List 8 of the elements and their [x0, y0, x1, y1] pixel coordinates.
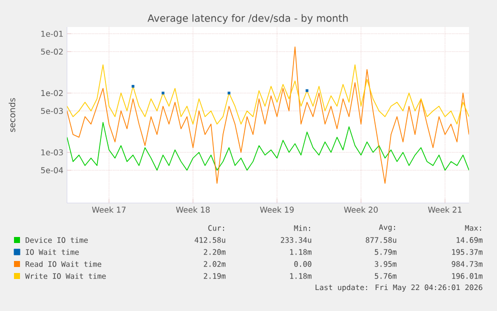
line-series: [67, 122, 470, 171]
y-axis-title: seconds: [8, 98, 16, 132]
point: [132, 84, 134, 88]
chart-title: Average latency for /dev/sda - by month: [148, 14, 348, 24]
point: [228, 92, 230, 94]
point: [306, 89, 308, 92]
line-series: [67, 64, 470, 124]
point: [162, 92, 164, 94]
